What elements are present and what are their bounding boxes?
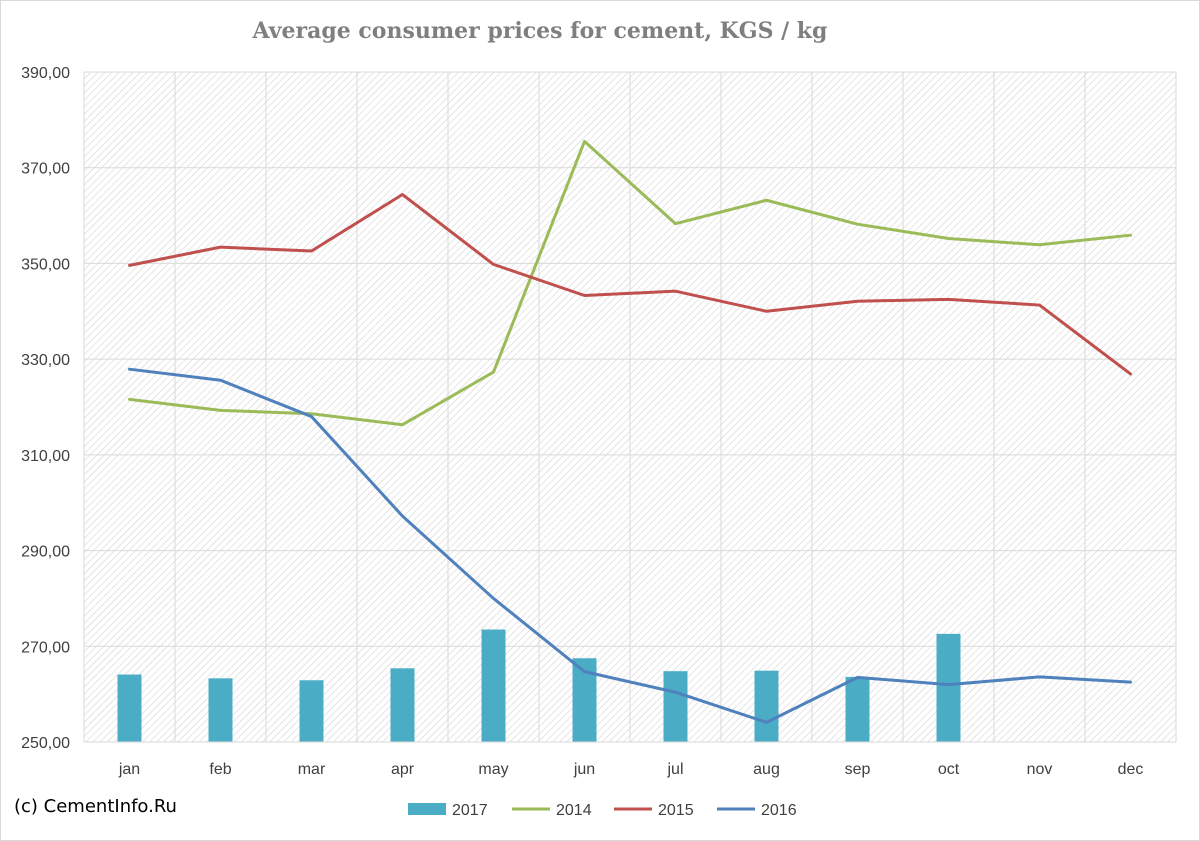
y-tick-label: 350,00	[21, 256, 70, 273]
y-tick-label: 330,00	[21, 352, 70, 369]
legend-label-2015: 2015	[658, 802, 694, 819]
bar-2017-jul	[663, 671, 688, 742]
chart-title: Average consumer prices for cement, KGS …	[252, 18, 828, 44]
bar-2017-sep	[845, 676, 870, 742]
series-line-2014	[128, 139, 1132, 427]
x-tick-label: aug	[753, 761, 780, 778]
x-tick-label: dec	[1118, 761, 1144, 778]
bar-2017-may	[481, 629, 506, 742]
legend-label-2014: 2014	[556, 802, 592, 819]
bar-2017-apr	[390, 668, 415, 742]
x-tick-label: feb	[209, 761, 231, 778]
x-tick-label: sep	[845, 761, 871, 778]
bar-2017-aug	[754, 670, 779, 742]
legend-label-2016: 2016	[761, 802, 797, 819]
y-tick-label: 270,00	[21, 639, 70, 656]
bar-2017-feb	[208, 678, 233, 742]
legend-swatch-2017	[408, 803, 446, 815]
bar-2017-jan	[117, 674, 142, 742]
x-tick-label: oct	[938, 761, 960, 778]
y-tick-label: 370,00	[21, 161, 70, 178]
y-tick-label: 290,00	[21, 544, 70, 561]
x-tick-label: jul	[666, 761, 683, 778]
series-line-2016	[128, 367, 1132, 724]
x-tick-label: nov	[1027, 761, 1053, 778]
y-tick-label: 390,00	[21, 65, 70, 82]
x-tick-label: apr	[391, 761, 415, 778]
series-line-2015	[128, 193, 1132, 376]
x-tick-label: jan	[118, 761, 140, 778]
y-tick-label: 310,00	[21, 448, 70, 465]
x-tick-label: may	[478, 761, 508, 778]
credit-text: (c) CementInfo.Ru	[14, 796, 177, 817]
x-tick-label: mar	[298, 761, 326, 778]
bar-2017-oct	[936, 633, 961, 742]
y-tick-label: 250,00	[21, 735, 70, 752]
legend-label-2017: 2017	[452, 802, 488, 819]
x-tick-label: jun	[573, 761, 595, 778]
bar-2017-mar	[299, 680, 324, 742]
